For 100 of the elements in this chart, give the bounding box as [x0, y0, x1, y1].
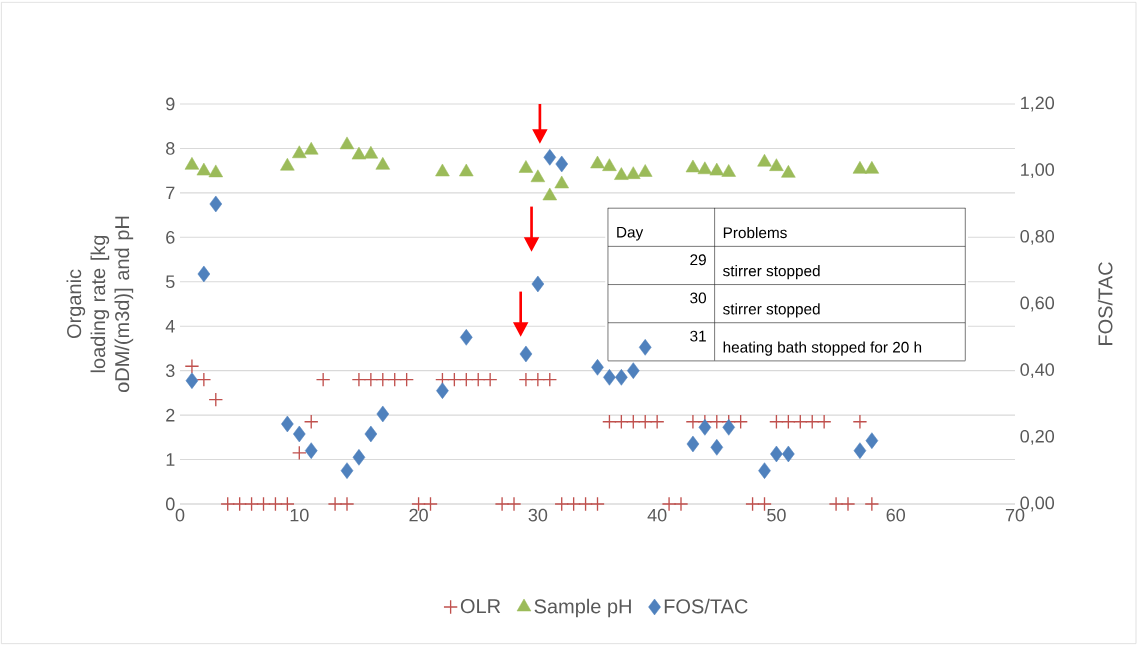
y-tick-label: 7 — [166, 186, 175, 200]
point — [519, 345, 533, 363]
point — [220, 496, 236, 512]
point — [280, 157, 295, 171]
point — [758, 462, 771, 479]
point — [435, 163, 450, 177]
y2-tick-label: 0,20 — [1020, 429, 1055, 445]
legend-label: Sample pH — [534, 598, 631, 618]
point — [315, 372, 331, 387]
point — [339, 136, 355, 150]
y2-tick-label: 0,80 — [1020, 229, 1055, 245]
point — [518, 372, 534, 387]
point — [852, 161, 868, 174]
point — [614, 414, 629, 430]
point — [757, 153, 772, 167]
point — [543, 149, 557, 166]
point — [506, 496, 522, 512]
point — [196, 162, 212, 176]
point — [208, 164, 223, 178]
point — [698, 419, 712, 436]
point — [685, 159, 701, 173]
point — [864, 161, 880, 174]
point — [447, 372, 462, 387]
point — [327, 496, 343, 512]
point — [304, 442, 318, 459]
point — [745, 496, 760, 512]
y2-axis-title: FOS/TAC — [1097, 262, 1113, 345]
point — [542, 187, 557, 201]
point — [256, 496, 271, 512]
point — [804, 414, 820, 430]
point — [603, 369, 616, 386]
y-axis-title: Organic loading rate [kg oDM/(m3d)] and pH — [66, 216, 134, 393]
point — [482, 372, 498, 387]
point — [686, 435, 700, 453]
annotation: Problems — [723, 226, 787, 239]
point — [494, 496, 510, 512]
y-tick-label: 0 — [166, 497, 175, 511]
point — [364, 425, 378, 443]
point — [387, 372, 403, 387]
point — [591, 359, 604, 376]
point — [697, 161, 713, 175]
point — [340, 462, 354, 479]
point — [375, 372, 391, 387]
point — [375, 157, 390, 170]
point — [625, 414, 641, 430]
point — [602, 158, 617, 171]
y2-tick-label: 0,60 — [1020, 296, 1055, 312]
point — [232, 496, 247, 512]
point — [638, 339, 652, 356]
point — [590, 496, 605, 512]
point — [709, 162, 724, 176]
point — [530, 372, 546, 387]
point — [530, 169, 546, 183]
point — [460, 329, 473, 346]
y-tick-label: 5 — [166, 275, 175, 289]
x-tick-label: 20 — [409, 508, 428, 522]
point — [339, 496, 355, 512]
point — [722, 419, 735, 436]
point — [721, 164, 736, 177]
point — [351, 146, 367, 160]
x-tick-label: 40 — [647, 508, 667, 522]
point — [649, 414, 665, 430]
point — [542, 372, 558, 387]
point — [637, 414, 653, 430]
point — [531, 275, 545, 293]
point — [209, 195, 223, 213]
point — [769, 158, 784, 171]
y-tick-label: 2 — [166, 408, 175, 422]
annotation: heating bath stopped for 20 h — [723, 341, 922, 356]
point — [627, 362, 640, 379]
point — [782, 445, 795, 463]
point — [865, 432, 879, 449]
point — [864, 496, 880, 512]
y-tick-label: 1 — [166, 453, 175, 466]
x-tick-label: 50 — [767, 508, 786, 522]
annotation: 30 — [690, 292, 707, 304]
point — [292, 145, 307, 159]
point — [638, 164, 653, 177]
y-tick-label: 9 — [166, 97, 175, 111]
x-tick-label: 10 — [290, 508, 309, 522]
point — [590, 155, 605, 169]
point — [554, 496, 570, 512]
point — [184, 157, 200, 170]
point — [578, 496, 593, 512]
point — [710, 439, 724, 456]
point — [615, 369, 628, 386]
point — [555, 155, 568, 173]
y-tick-label: 8 — [166, 142, 175, 155]
point — [770, 445, 783, 463]
point — [185, 372, 199, 389]
y2-tick-label: 0,40 — [1020, 363, 1055, 379]
y-tick-label: 4 — [165, 320, 175, 333]
x-tick-label: 60 — [886, 508, 906, 522]
point — [709, 414, 725, 430]
y2-tick-label: 1,00 — [1021, 163, 1055, 179]
point — [304, 141, 319, 155]
y2-tick-label: 1,20 — [1021, 96, 1055, 112]
point — [470, 372, 486, 387]
point — [458, 372, 474, 387]
point — [792, 414, 808, 430]
